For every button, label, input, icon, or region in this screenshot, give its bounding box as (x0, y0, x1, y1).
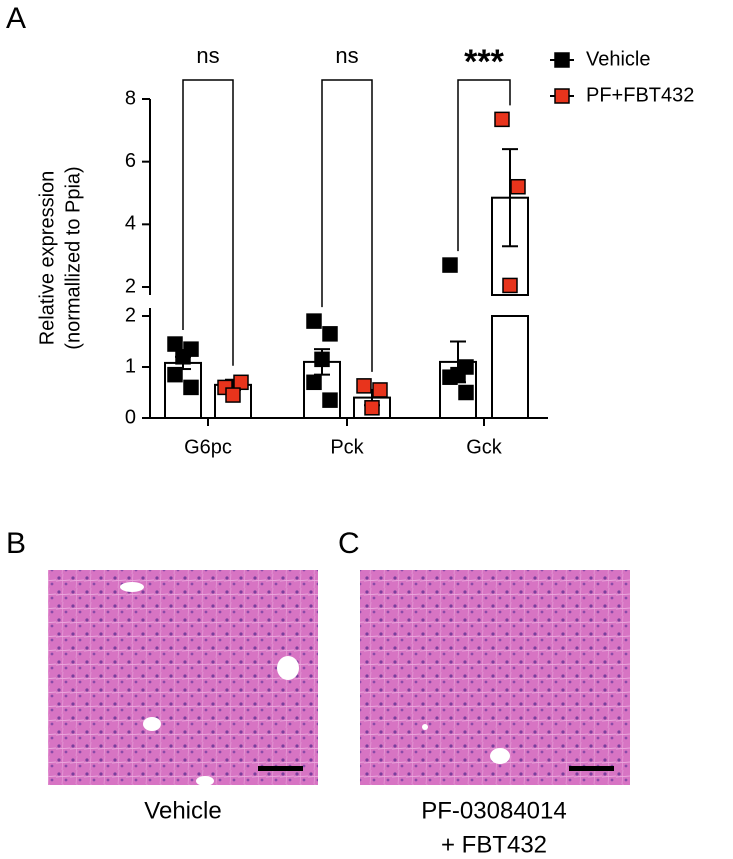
y-tick-label: 1 (125, 355, 136, 377)
data-point (510, 178, 526, 195)
data-point (442, 257, 458, 273)
x-tick-label: G6pc (184, 436, 232, 458)
data-point (233, 374, 249, 391)
data-point (372, 382, 388, 398)
data-point (442, 369, 458, 385)
legend-label: PF+FBT432 (586, 84, 694, 106)
significance-bracket (321, 79, 373, 372)
data-point (175, 349, 191, 365)
bar-body (491, 315, 529, 419)
y-tick-label: 2 (125, 304, 136, 326)
y-axis-label: (normallized to Ppia) (62, 166, 84, 349)
y-tick-label: 0 (125, 406, 136, 428)
data-point (167, 366, 183, 383)
legend-marker (554, 88, 570, 104)
y-tick-label: 2 (125, 275, 136, 297)
data-point (322, 392, 338, 408)
data-point (183, 379, 199, 396)
data-point (494, 111, 510, 128)
significance-bracket (457, 79, 511, 252)
y-tick-label: 6 (125, 150, 136, 172)
panel-label: A (6, 2, 26, 35)
significance-bracket (182, 79, 234, 366)
data-point (364, 400, 380, 416)
data-point (458, 384, 474, 401)
panel-label: B (6, 527, 26, 560)
data-point (167, 336, 183, 352)
panel-label: C (338, 527, 360, 560)
data-point (225, 387, 241, 403)
legend-marker (554, 52, 570, 68)
data-point (502, 277, 518, 294)
y-tick-label: 8 (125, 87, 136, 109)
x-tick-label: Pck (330, 436, 364, 458)
significance-label: ns (335, 43, 358, 68)
histology-b (48, 570, 318, 786)
legend-label: Vehicle (586, 48, 651, 70)
data-point (314, 351, 330, 368)
data-point (356, 378, 372, 394)
error-bar (502, 148, 518, 248)
y-tick-label: 4 (125, 213, 136, 235)
significance-label: *** (464, 43, 504, 81)
histology-c (360, 570, 630, 785)
x-tick-label: Gck (466, 436, 503, 458)
data-point (322, 326, 338, 342)
image-caption: Vehicle (144, 797, 221, 824)
data-point (306, 313, 322, 329)
significance-label: ns (196, 43, 219, 68)
image-caption: PF-03084014 (421, 797, 566, 824)
image-caption: + FBT432 (441, 831, 547, 858)
data-point (306, 374, 322, 391)
y-axis-label: Relative expression (36, 171, 58, 346)
